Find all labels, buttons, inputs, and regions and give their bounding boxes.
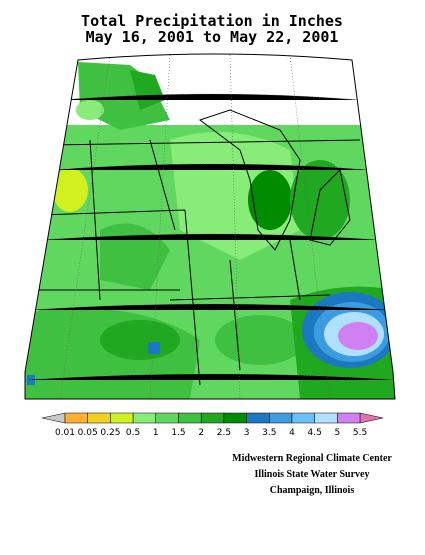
map-title: Total Precipitation in Inches: [81, 12, 343, 30]
legend-swatch: [314, 412, 338, 424]
precipitation-map: [25, 54, 395, 399]
legend-tick-label: 4.5: [308, 428, 322, 438]
legend-tick-label: 3: [244, 428, 250, 438]
legend-swatch: [132, 412, 157, 424]
legend-swatch: [110, 412, 134, 424]
legend-swatch: [223, 412, 247, 424]
legend-swatch: [269, 412, 293, 424]
legend-tick-label: 0.5: [126, 428, 140, 438]
legend-swatch: [155, 412, 179, 424]
legend-swatch: [178, 412, 202, 424]
legend-tick-label: 1.5: [171, 428, 185, 438]
legend-tick-label: 5.5: [353, 428, 367, 438]
legend-tick-label: 3.5: [262, 428, 276, 438]
legend-tick-label: 1: [153, 428, 159, 438]
legend-swatch: [291, 412, 315, 424]
legend-tick-label: 0.01: [55, 428, 75, 438]
legend-swatch: [337, 412, 361, 424]
legend-tick-label: 2.5: [217, 428, 231, 438]
map-frame: [24, 53, 396, 400]
legend-tick-label: 2: [198, 428, 204, 438]
legend-swatch: [64, 412, 88, 424]
legend-tick-label: 4: [289, 428, 295, 438]
map-subtitle: May 16, 2001 to May 22, 2001: [86, 28, 339, 46]
legend-swatch: [246, 412, 270, 424]
legend-swatch: [87, 412, 111, 424]
legend-tick-label: 5: [335, 428, 341, 438]
credit-line: Midwestern Regional Climate Center: [232, 453, 392, 464]
legend-tick-label: 0.05: [78, 428, 98, 438]
color-legend: 0.01 0.05 0.25 0.5 1 1.5 2 2.5 3 3.5 4 4.5 5 5.5: [41, 412, 384, 438]
legend-arrow: [41, 412, 66, 424]
credit-line: Champaign, Illinois: [270, 485, 355, 496]
legend-tick-label: 0.25: [100, 428, 120, 438]
legend-arrow: [359, 412, 384, 424]
legend-swatch: [200, 412, 225, 424]
credit-line: Illinois State Water Survey: [255, 469, 370, 480]
